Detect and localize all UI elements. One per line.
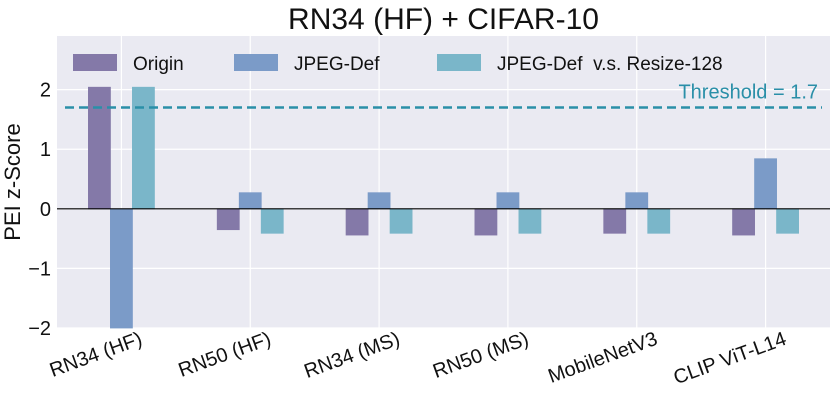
y-tick-label: −2 [28,318,51,340]
bar-0-3 [474,208,498,236]
x-tick-label: RN50 (HF) [176,328,274,382]
bar-1-1 [238,192,262,210]
bar-2-1 [260,208,284,234]
bar-2-4 [647,208,671,234]
bar-0-4 [603,208,627,234]
bar-1-0 [110,208,133,329]
legend-swatch-0 [73,54,117,71]
plot-background [57,36,830,328]
bar-2-2 [389,208,413,234]
y-tick-label: 1 [40,139,51,161]
legend-swatch-1 [234,54,278,71]
y-axis-label: PEI z-Score [0,123,25,240]
bar-0-5 [732,208,755,236]
bar-1-2 [367,192,391,210]
y-tick-label: 0 [40,199,51,221]
x-tick-label: MobileNetV3 [545,328,660,388]
bars [88,86,799,329]
chart-title: RN34 (HF) + CIFAR-10 [288,3,599,36]
bar-1-5 [754,158,777,210]
legend-label-2: JPEG-Def v.s. Resize-128 [497,54,723,75]
bar-0-1 [216,208,240,231]
legend: Origin JPEG-Def JPEG-Def v.s. Resize-128 [73,54,723,75]
bar-2-3 [518,208,542,234]
x-tick-label: RN34 (HF) [47,328,145,382]
y-tick-label: −1 [28,258,51,280]
bar-1-3 [496,192,520,210]
threshold-label: Threshold = 1.7 [678,82,818,104]
x-tick-labels: RN34 (HF) RN50 (HF) RN34 (MS) RN50 (MS) Mobi… [47,328,790,389]
legend-swatch-2 [437,54,481,71]
bar-1-4 [625,192,649,210]
bar-0-0 [88,86,111,210]
legend-label-0: Origin [133,54,184,75]
x-tick-label: RN34 (MS) [301,328,403,383]
bar-2-5 [776,208,799,234]
bar-2-0 [132,86,155,210]
bar-0-2 [345,208,369,236]
x-tick-label: CLIP ViT-L14 [671,328,790,389]
y-tick-labels: −2 −1 0 1 2 [28,80,51,340]
x-tick-label: RN50 (MS) [430,328,532,383]
y-tick-label: 2 [40,80,51,102]
legend-label-1: JPEG-Def [294,54,380,75]
